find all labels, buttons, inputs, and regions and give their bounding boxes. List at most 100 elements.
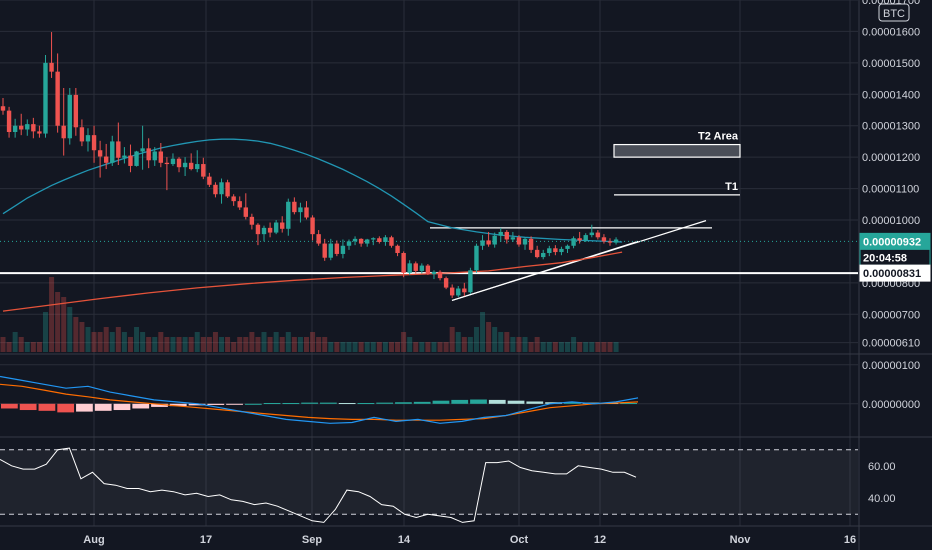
candle-body xyxy=(565,245,570,249)
volume-bar xyxy=(340,342,346,352)
volume-bar xyxy=(467,337,473,352)
candles xyxy=(0,32,619,298)
macd-histogram-bar xyxy=(413,401,431,404)
candle-body xyxy=(55,71,60,126)
volume-bar xyxy=(243,337,249,352)
volume-bar xyxy=(613,342,619,352)
candle-body xyxy=(504,231,510,240)
candle-body xyxy=(534,249,540,258)
volume-bar xyxy=(127,337,133,352)
candle-body xyxy=(207,176,212,185)
volume-bar xyxy=(134,327,140,352)
candle-body xyxy=(128,155,133,166)
volume-bar xyxy=(534,337,540,352)
volume-bar xyxy=(188,337,194,352)
macd-panel xyxy=(0,375,639,424)
candle-body xyxy=(395,245,400,253)
volume-bar xyxy=(212,332,218,352)
candle-body xyxy=(437,271,443,279)
candle-body xyxy=(449,287,455,296)
currency-badge[interactable]: BTC xyxy=(878,3,910,22)
candle-body xyxy=(79,127,85,142)
candle-body xyxy=(97,150,103,157)
candle-body xyxy=(110,141,115,163)
price-tick-label: 0.00001500 xyxy=(862,58,920,70)
rsi-tick-label: 60.00 xyxy=(868,461,896,473)
volume-bar xyxy=(522,337,528,352)
volume-bar xyxy=(237,337,243,352)
candle-body xyxy=(522,238,528,245)
volume-bar xyxy=(291,337,297,352)
macd-histogram-bar xyxy=(282,403,300,405)
volume-bar xyxy=(103,327,109,352)
candle-body xyxy=(383,237,388,242)
candle-body xyxy=(516,237,522,245)
candle-body xyxy=(73,94,79,128)
candle-body xyxy=(553,248,558,253)
macd-histogram-bar xyxy=(226,403,243,405)
volume-bar xyxy=(492,327,498,352)
volume-bar xyxy=(577,342,583,352)
volume-bar xyxy=(461,337,467,352)
volume-bar xyxy=(85,327,91,352)
volume-bar xyxy=(413,342,419,352)
macd-histogram-bar xyxy=(451,399,469,404)
volume-bar xyxy=(328,342,334,352)
volume-bar xyxy=(486,322,492,352)
candle-body xyxy=(492,235,497,245)
candle-body xyxy=(559,248,564,253)
volume-bar xyxy=(12,332,18,352)
volume-bar xyxy=(558,342,564,352)
macd-histogram-bar xyxy=(207,403,225,405)
macd-histogram-bar xyxy=(94,403,112,411)
volume-bar xyxy=(352,342,358,352)
volume-bar xyxy=(498,332,504,352)
volume-bar xyxy=(36,342,42,352)
volume-bar xyxy=(182,337,188,352)
candle-body xyxy=(103,156,109,163)
candle-body xyxy=(243,207,248,217)
candle-body xyxy=(213,184,218,195)
candle-body xyxy=(67,94,72,139)
macd-line xyxy=(0,375,639,424)
rsi-band-fill xyxy=(0,449,858,515)
volume-bar xyxy=(316,337,322,352)
candle-body xyxy=(6,110,12,132)
volume-bar xyxy=(401,332,407,352)
time-tick-label: 12 xyxy=(594,534,606,546)
candle-body xyxy=(607,241,613,243)
candle-body xyxy=(304,207,309,218)
volume-bar xyxy=(382,342,388,352)
time-tick-label: 17 xyxy=(200,534,212,546)
macd-histogram-bar xyxy=(76,403,93,412)
volume-bar xyxy=(310,332,316,352)
volume-bar xyxy=(443,342,449,352)
price-tick-label: 0.00001200 xyxy=(862,152,920,164)
volume-bar xyxy=(219,337,225,352)
macd-histogram-bar xyxy=(1,403,18,409)
volume-bar xyxy=(6,342,12,352)
rsi-tick-label: 40.00 xyxy=(868,493,896,505)
volume-bar xyxy=(146,337,152,352)
volume-bar xyxy=(225,337,231,352)
macd-histogram-bar xyxy=(38,403,56,411)
volume-bar xyxy=(18,337,24,352)
volume-bar xyxy=(552,342,558,352)
candle-body xyxy=(201,164,206,177)
ma-slow-line xyxy=(2,251,623,312)
candle-body xyxy=(352,238,358,242)
rsi-panel xyxy=(0,447,858,523)
candle-body xyxy=(583,235,588,241)
volume-bar xyxy=(55,292,61,352)
volume-bar xyxy=(571,337,577,352)
candle-body xyxy=(195,164,200,170)
macd-histogram-bar xyxy=(151,403,168,407)
candle-body xyxy=(498,231,503,236)
candle-body xyxy=(19,125,24,130)
candle-body xyxy=(371,238,376,240)
candle-body xyxy=(589,232,594,236)
candle-body xyxy=(292,201,297,213)
volume-bar xyxy=(61,297,67,352)
volume-bar xyxy=(346,342,352,352)
